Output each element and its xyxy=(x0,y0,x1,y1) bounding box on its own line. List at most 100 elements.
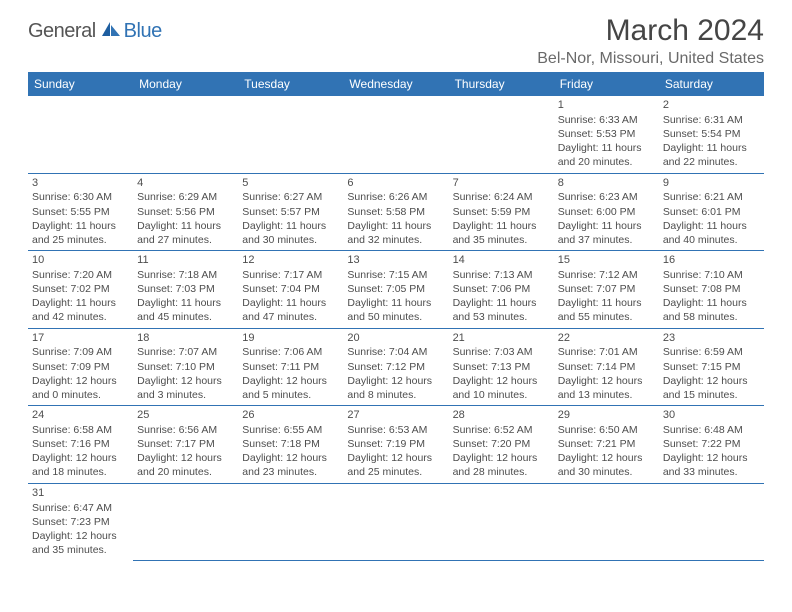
sunset-line: Sunset: 5:59 PM xyxy=(453,205,550,219)
calendar-cell: 28Sunrise: 6:52 AMSunset: 7:20 PMDayligh… xyxy=(449,406,554,484)
daylight-line: Daylight: 12 hours and 30 minutes. xyxy=(558,451,655,479)
location: Bel-Nor, Missouri, United States xyxy=(537,50,764,68)
daylight-line: Daylight: 11 hours and 45 minutes. xyxy=(137,296,234,324)
day-number: 5 xyxy=(242,176,339,191)
calendar-cell xyxy=(343,483,448,560)
day-number: 4 xyxy=(137,176,234,191)
sunrise-line: Sunrise: 7:15 AM xyxy=(347,268,444,282)
day-number: 26 xyxy=(242,408,339,423)
daylight-line: Daylight: 11 hours and 37 minutes. xyxy=(558,219,655,247)
day-number: 15 xyxy=(558,253,655,268)
weekday-header: Sunday xyxy=(28,72,133,96)
sunrise-line: Sunrise: 7:07 AM xyxy=(137,345,234,359)
sunrise-line: Sunrise: 6:55 AM xyxy=(242,423,339,437)
calendar-cell: 12Sunrise: 7:17 AMSunset: 7:04 PMDayligh… xyxy=(238,251,343,329)
daylight-line: Daylight: 12 hours and 10 minutes. xyxy=(453,374,550,402)
daylight-line: Daylight: 12 hours and 8 minutes. xyxy=(347,374,444,402)
daylight-line: Daylight: 11 hours and 47 minutes. xyxy=(242,296,339,324)
sail-icon xyxy=(100,20,122,43)
title-block: March 2024 Bel-Nor, Missouri, United Sta… xyxy=(537,14,764,68)
sunset-line: Sunset: 5:58 PM xyxy=(347,205,444,219)
sunrise-line: Sunrise: 6:23 AM xyxy=(558,190,655,204)
sunrise-line: Sunrise: 6:58 AM xyxy=(32,423,129,437)
sunset-line: Sunset: 7:20 PM xyxy=(453,437,550,451)
day-number: 1 xyxy=(558,98,655,113)
sunset-line: Sunset: 7:10 PM xyxy=(137,360,234,374)
day-number: 17 xyxy=(32,331,129,346)
calendar-cell xyxy=(449,483,554,560)
daylight-line: Daylight: 12 hours and 25 minutes. xyxy=(347,451,444,479)
calendar-cell: 29Sunrise: 6:50 AMSunset: 7:21 PMDayligh… xyxy=(554,406,659,484)
day-number: 2 xyxy=(663,98,760,113)
calendar-cell: 27Sunrise: 6:53 AMSunset: 7:19 PMDayligh… xyxy=(343,406,448,484)
sunrise-line: Sunrise: 6:31 AM xyxy=(663,113,760,127)
day-number: 13 xyxy=(347,253,444,268)
sunset-line: Sunset: 7:15 PM xyxy=(663,360,760,374)
daylight-line: Daylight: 12 hours and 28 minutes. xyxy=(453,451,550,479)
sunrise-line: Sunrise: 7:04 AM xyxy=(347,345,444,359)
calendar-cell: 23Sunrise: 6:59 AMSunset: 7:15 PMDayligh… xyxy=(659,328,764,406)
day-number: 23 xyxy=(663,331,760,346)
sunrise-line: Sunrise: 6:47 AM xyxy=(32,501,129,515)
calendar-cell: 2Sunrise: 6:31 AMSunset: 5:54 PMDaylight… xyxy=(659,96,764,173)
month-title: March 2024 xyxy=(537,14,764,48)
day-number: 31 xyxy=(32,486,129,501)
sunset-line: Sunset: 5:54 PM xyxy=(663,127,760,141)
calendar-cell xyxy=(554,483,659,560)
calendar-cell: 8Sunrise: 6:23 AMSunset: 6:00 PMDaylight… xyxy=(554,173,659,251)
calendar-cell: 25Sunrise: 6:56 AMSunset: 7:17 PMDayligh… xyxy=(133,406,238,484)
sunset-line: Sunset: 7:22 PM xyxy=(663,437,760,451)
calendar-cell: 19Sunrise: 7:06 AMSunset: 7:11 PMDayligh… xyxy=(238,328,343,406)
weekday-header: Tuesday xyxy=(238,72,343,96)
header: General Blue March 2024 Bel-Nor, Missour… xyxy=(28,14,764,68)
daylight-line: Daylight: 12 hours and 13 minutes. xyxy=(558,374,655,402)
sunrise-line: Sunrise: 6:26 AM xyxy=(347,190,444,204)
calendar-cell: 15Sunrise: 7:12 AMSunset: 7:07 PMDayligh… xyxy=(554,251,659,329)
daylight-line: Daylight: 11 hours and 42 minutes. xyxy=(32,296,129,324)
sunrise-line: Sunrise: 7:09 AM xyxy=(32,345,129,359)
calendar-cell: 13Sunrise: 7:15 AMSunset: 7:05 PMDayligh… xyxy=(343,251,448,329)
sunset-line: Sunset: 7:05 PM xyxy=(347,282,444,296)
sunrise-line: Sunrise: 7:03 AM xyxy=(453,345,550,359)
sunrise-line: Sunrise: 7:20 AM xyxy=(32,268,129,282)
sunset-line: Sunset: 5:56 PM xyxy=(137,205,234,219)
sunset-line: Sunset: 7:16 PM xyxy=(32,437,129,451)
calendar-cell: 16Sunrise: 7:10 AMSunset: 7:08 PMDayligh… xyxy=(659,251,764,329)
sunrise-line: Sunrise: 7:10 AM xyxy=(663,268,760,282)
calendar-cell: 4Sunrise: 6:29 AMSunset: 5:56 PMDaylight… xyxy=(133,173,238,251)
sunset-line: Sunset: 7:09 PM xyxy=(32,360,129,374)
weekday-header: Monday xyxy=(133,72,238,96)
day-number: 11 xyxy=(137,253,234,268)
daylight-line: Daylight: 11 hours and 20 minutes. xyxy=(558,141,655,169)
sunrise-line: Sunrise: 6:21 AM xyxy=(663,190,760,204)
calendar-cell: 14Sunrise: 7:13 AMSunset: 7:06 PMDayligh… xyxy=(449,251,554,329)
sunset-line: Sunset: 7:08 PM xyxy=(663,282,760,296)
daylight-line: Daylight: 12 hours and 0 minutes. xyxy=(32,374,129,402)
calendar-cell: 24Sunrise: 6:58 AMSunset: 7:16 PMDayligh… xyxy=(28,406,133,484)
sunset-line: Sunset: 7:19 PM xyxy=(347,437,444,451)
calendar-cell: 18Sunrise: 7:07 AMSunset: 7:10 PMDayligh… xyxy=(133,328,238,406)
day-number: 19 xyxy=(242,331,339,346)
sunset-line: Sunset: 5:55 PM xyxy=(32,205,129,219)
day-number: 16 xyxy=(663,253,760,268)
weekday-header: Saturday xyxy=(659,72,764,96)
sunset-line: Sunset: 5:57 PM xyxy=(242,205,339,219)
daylight-line: Daylight: 11 hours and 22 minutes. xyxy=(663,141,760,169)
sunrise-line: Sunrise: 6:50 AM xyxy=(558,423,655,437)
calendar-cell xyxy=(238,483,343,560)
daylight-line: Daylight: 11 hours and 55 minutes. xyxy=(558,296,655,324)
brand-general: General xyxy=(28,20,96,43)
sunrise-line: Sunrise: 6:24 AM xyxy=(453,190,550,204)
sunrise-line: Sunrise: 7:12 AM xyxy=(558,268,655,282)
calendar-header: SundayMondayTuesdayWednesdayThursdayFrid… xyxy=(28,72,764,96)
daylight-line: Daylight: 11 hours and 27 minutes. xyxy=(137,219,234,247)
sunrise-line: Sunrise: 6:53 AM xyxy=(347,423,444,437)
sunrise-line: Sunrise: 6:30 AM xyxy=(32,190,129,204)
daylight-line: Daylight: 12 hours and 15 minutes. xyxy=(663,374,760,402)
sunrise-line: Sunrise: 6:56 AM xyxy=(137,423,234,437)
daylight-line: Daylight: 11 hours and 58 minutes. xyxy=(663,296,760,324)
calendar-cell: 30Sunrise: 6:48 AMSunset: 7:22 PMDayligh… xyxy=(659,406,764,484)
weekday-header: Wednesday xyxy=(343,72,448,96)
calendar-cell: 10Sunrise: 7:20 AMSunset: 7:02 PMDayligh… xyxy=(28,251,133,329)
day-number: 22 xyxy=(558,331,655,346)
